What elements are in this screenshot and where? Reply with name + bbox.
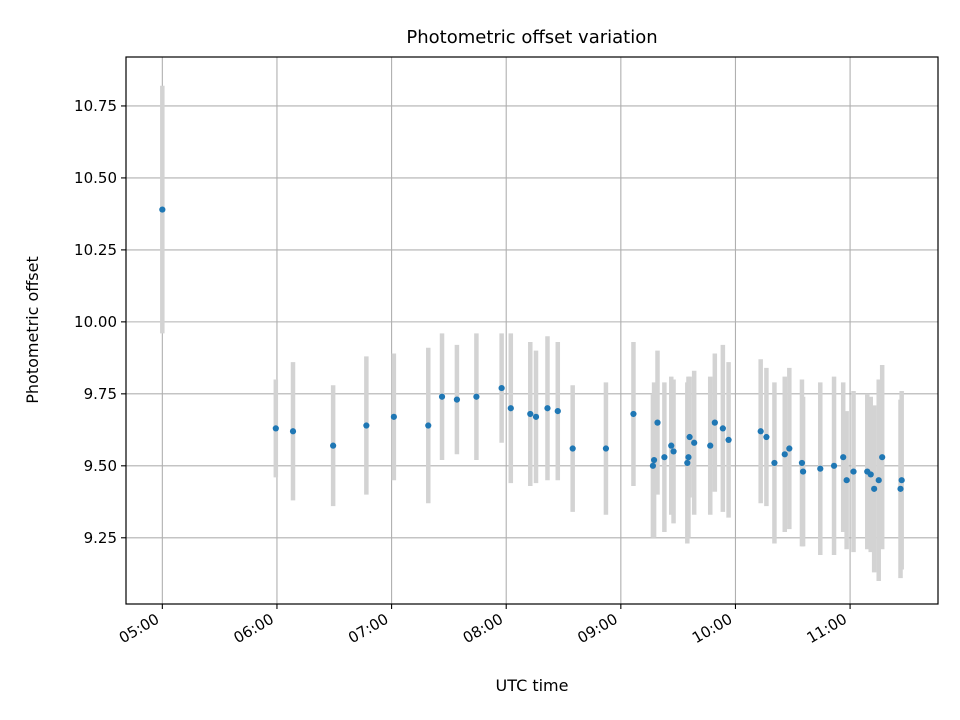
data-point	[771, 459, 778, 467]
data-point	[850, 468, 857, 475]
data-point	[684, 459, 691, 467]
data-point	[898, 477, 905, 484]
data-point	[843, 477, 850, 484]
data-point	[897, 485, 904, 492]
data-point	[725, 436, 732, 443]
data-point	[691, 439, 698, 446]
data-point	[453, 396, 461, 403]
data-point	[544, 405, 551, 412]
data-point	[289, 428, 297, 435]
data-point	[798, 459, 806, 467]
data-point	[390, 413, 397, 420]
y-tick-label: 10.00	[74, 313, 117, 331]
y-tick-label: 9.75	[84, 385, 117, 403]
data-point	[630, 410, 637, 418]
data-point	[871, 485, 878, 492]
data-point	[786, 445, 793, 452]
y-tick-label: 10.75	[74, 97, 117, 115]
data-point	[532, 413, 540, 420]
data-point	[763, 433, 770, 441]
data-point	[830, 462, 838, 469]
data-point	[867, 471, 874, 478]
data-point	[527, 410, 534, 418]
data-point	[686, 433, 693, 441]
data-point	[602, 445, 610, 452]
data-point	[498, 384, 505, 392]
data-point	[650, 456, 658, 464]
data-point	[330, 442, 337, 449]
y-axis-ticks: 9.25 9.50 9.75 10.00 10.25 10.50 10.75	[74, 97, 126, 547]
data-point	[711, 419, 718, 426]
data-point	[670, 448, 677, 455]
data-point	[507, 405, 514, 412]
data-point	[875, 477, 882, 484]
data-point	[473, 393, 480, 400]
data-point	[781, 451, 788, 458]
data-point	[554, 408, 561, 415]
data-point	[272, 425, 279, 432]
data-point	[425, 422, 432, 429]
data-point	[159, 206, 166, 213]
data-points	[159, 206, 905, 492]
plot-frame	[125, 56, 939, 605]
data-point	[654, 419, 661, 426]
data-point	[363, 422, 370, 429]
data-point	[707, 442, 714, 449]
data-point	[757, 428, 764, 435]
data-point	[719, 425, 726, 432]
data-point	[817, 465, 824, 472]
data-point	[668, 442, 675, 449]
y-axis-label: Photometric offset	[23, 256, 42, 404]
data-point	[661, 454, 668, 461]
y-tick-label: 9.50	[84, 457, 117, 475]
data-point	[840, 454, 847, 461]
y-tick-label: 9.25	[84, 529, 117, 547]
data-point	[438, 393, 446, 400]
x-axis-label: UTC time	[496, 676, 569, 695]
grid	[126, 57, 938, 604]
y-tick-label: 10.25	[74, 241, 117, 259]
data-point	[799, 468, 807, 475]
y-tick-label: 10.50	[74, 169, 117, 187]
data-point	[649, 462, 657, 469]
data-point	[879, 454, 886, 461]
data-point	[685, 454, 692, 461]
chart-title: Photometric offset variation	[406, 27, 657, 48]
data-point	[569, 445, 576, 452]
